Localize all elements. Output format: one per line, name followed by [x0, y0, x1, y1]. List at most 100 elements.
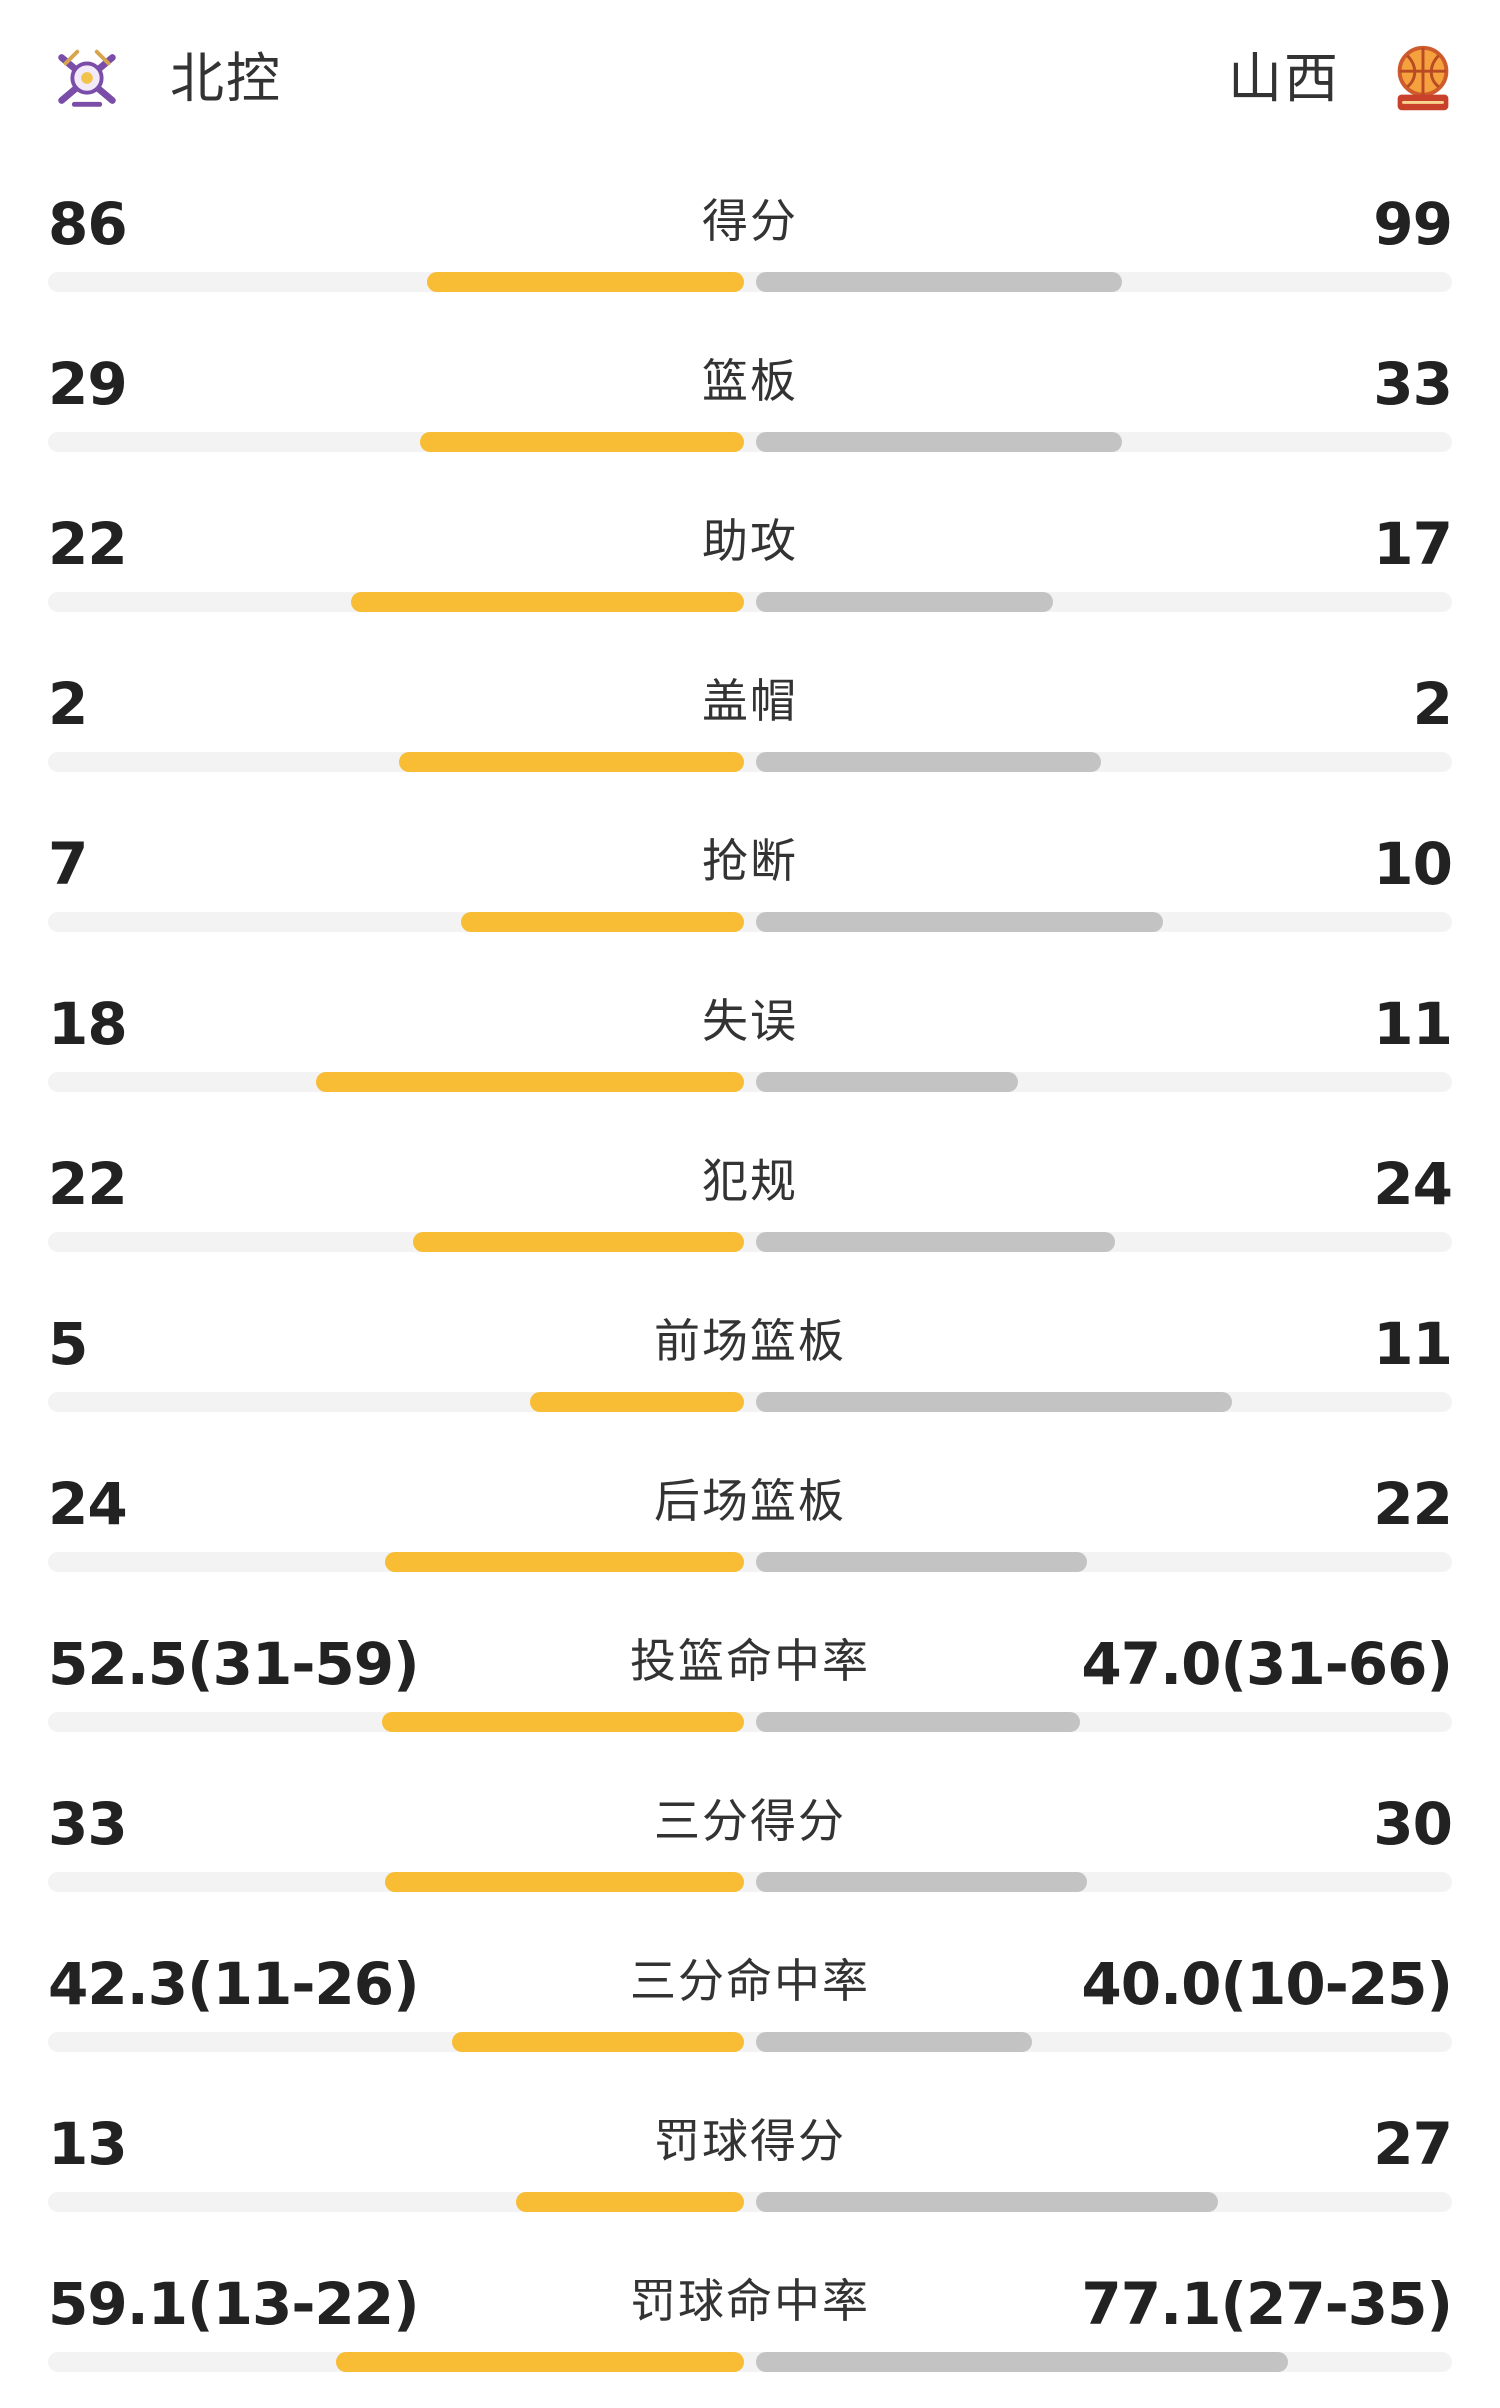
stat-row: 59.1(13-22) 罚球命中率 77.1(27-35) — [0, 2248, 1500, 2408]
comparison-bar-track — [48, 752, 1452, 772]
comparison-bar-track — [48, 1232, 1452, 1252]
home-stat-value: 86 — [48, 190, 128, 258]
comparison-bar-track — [48, 432, 1452, 452]
home-comparison-bar — [385, 1552, 744, 1572]
away-comparison-bar — [756, 1072, 1018, 1092]
stat-row: 18 失误 11 — [0, 968, 1500, 1128]
home-stat-value: 29 — [48, 350, 128, 418]
home-stat-value: 52.5(31-59) — [48, 1630, 420, 1698]
stat-label: 犯规 — [702, 1154, 798, 1208]
away-comparison-bar — [756, 592, 1053, 612]
away-team-name: 山西 — [1228, 47, 1340, 110]
away-stat-value: 11 — [1373, 1310, 1453, 1378]
away-comparison-bar — [756, 1712, 1080, 1732]
away-stat-value: 2 — [1412, 670, 1453, 738]
comparison-bar-track — [48, 1552, 1452, 1572]
home-team-name: 北控 — [170, 47, 282, 110]
comparison-bar-track — [48, 2032, 1452, 2052]
comparison-bar-track — [48, 1872, 1452, 1892]
shanxi-basketball-logo-icon — [1384, 40, 1462, 118]
away-stat-value: 47.0(31-66) — [1081, 1630, 1453, 1698]
stat-label: 得分 — [702, 194, 798, 248]
stat-row: 13 罚球得分 27 — [0, 2088, 1500, 2248]
stat-row: 5 前场篮板 11 — [0, 1288, 1500, 1448]
comparison-bar-track — [48, 592, 1452, 612]
away-stat-value: 33 — [1373, 350, 1453, 418]
home-stat-value: 59.1(13-22) — [48, 2270, 420, 2338]
home-stat-value: 2 — [48, 670, 88, 738]
home-comparison-bar — [399, 752, 744, 772]
stat-row: 2 盖帽 2 — [0, 648, 1500, 808]
away-stat-value: 22 — [1373, 1470, 1453, 1538]
away-stat-value: 77.1(27-35) — [1081, 2270, 1453, 2338]
beikong-crossed-swords-logo-icon — [48, 40, 126, 118]
away-stat-value: 27 — [1373, 2110, 1453, 2178]
stat-label: 抢断 — [702, 834, 798, 888]
home-comparison-bar — [452, 2032, 744, 2052]
away-comparison-bar — [756, 1392, 1232, 1412]
comparison-bar-track — [48, 912, 1452, 932]
away-comparison-bar — [756, 752, 1101, 772]
stat-label: 三分得分 — [654, 1794, 846, 1848]
stat-row: 42.3(11-26) 三分命中率 40.0(10-25) — [0, 1928, 1500, 2088]
away-stat-value: 99 — [1373, 190, 1453, 258]
away-comparison-bar — [756, 1552, 1087, 1572]
home-stat-value: 42.3(11-26) — [48, 1950, 420, 2018]
away-comparison-bar — [756, 432, 1122, 452]
stat-label: 盖帽 — [702, 674, 798, 728]
away-team[interactable]: 山西 — [1228, 34, 1462, 124]
away-comparison-bar — [756, 912, 1163, 932]
away-stat-value: 11 — [1373, 990, 1453, 1058]
away-stat-value: 30 — [1373, 1790, 1453, 1858]
home-comparison-bar — [427, 272, 744, 292]
home-comparison-bar — [336, 2352, 744, 2372]
team-header: 北控 山西 — [0, 0, 1500, 150]
home-stat-value: 22 — [48, 1150, 128, 1218]
away-comparison-bar — [756, 1872, 1087, 1892]
home-comparison-bar — [516, 2192, 744, 2212]
stat-label: 篮板 — [702, 354, 798, 408]
home-comparison-bar — [385, 1872, 744, 1892]
away-stat-value: 24 — [1373, 1150, 1453, 1218]
stat-label: 助攻 — [702, 514, 798, 568]
stat-row: 29 篮板 33 — [0, 328, 1500, 488]
stat-row: 33 三分得分 30 — [0, 1768, 1500, 1928]
stat-label: 三分命中率 — [630, 1954, 870, 2008]
stat-row: 86 得分 99 — [0, 168, 1500, 328]
comparison-bar-track — [48, 1072, 1452, 1092]
stat-row: 22 犯规 24 — [0, 1128, 1500, 1288]
home-comparison-bar — [530, 1392, 744, 1412]
home-comparison-bar — [351, 592, 744, 612]
home-comparison-bar — [316, 1072, 744, 1092]
stat-row: 52.5(31-59) 投篮命中率 47.0(31-66) — [0, 1608, 1500, 1768]
stats-list: 86 得分 99 29 篮板 33 22 助攻 17 2 盖帽 2 7 抢断 10 18 失误 11 22 犯规 24 5… — [0, 168, 1500, 2408]
home-stat-value: 5 — [48, 1310, 88, 1378]
away-comparison-bar — [756, 2192, 1218, 2212]
stat-label: 罚球得分 — [654, 2114, 846, 2168]
stat-label: 前场篮板 — [654, 1314, 846, 1368]
home-comparison-bar — [420, 432, 744, 452]
away-stat-value: 10 — [1373, 830, 1453, 898]
home-stat-value: 24 — [48, 1470, 128, 1538]
stat-row: 24 后场篮板 22 — [0, 1448, 1500, 1608]
stat-label: 失误 — [702, 994, 798, 1048]
comparison-bar-track — [48, 1392, 1452, 1412]
home-stat-value: 13 — [48, 2110, 128, 2178]
stat-row: 7 抢断 10 — [0, 808, 1500, 968]
home-comparison-bar — [413, 1232, 744, 1252]
comparison-bar-track — [48, 2192, 1452, 2212]
stat-label: 罚球命中率 — [630, 2274, 870, 2328]
stat-row: 22 助攻 17 — [0, 488, 1500, 648]
home-team[interactable]: 北控 — [48, 34, 282, 124]
away-comparison-bar — [756, 2032, 1032, 2052]
away-comparison-bar — [756, 1232, 1115, 1252]
away-stat-value: 17 — [1373, 510, 1453, 578]
home-stat-value: 7 — [48, 830, 88, 898]
stat-label: 投篮命中率 — [630, 1634, 870, 1688]
home-stat-value: 18 — [48, 990, 128, 1058]
home-comparison-bar — [382, 1712, 744, 1732]
home-stat-value: 22 — [48, 510, 128, 578]
comparison-bar-track — [48, 272, 1452, 292]
away-comparison-bar — [756, 272, 1122, 292]
